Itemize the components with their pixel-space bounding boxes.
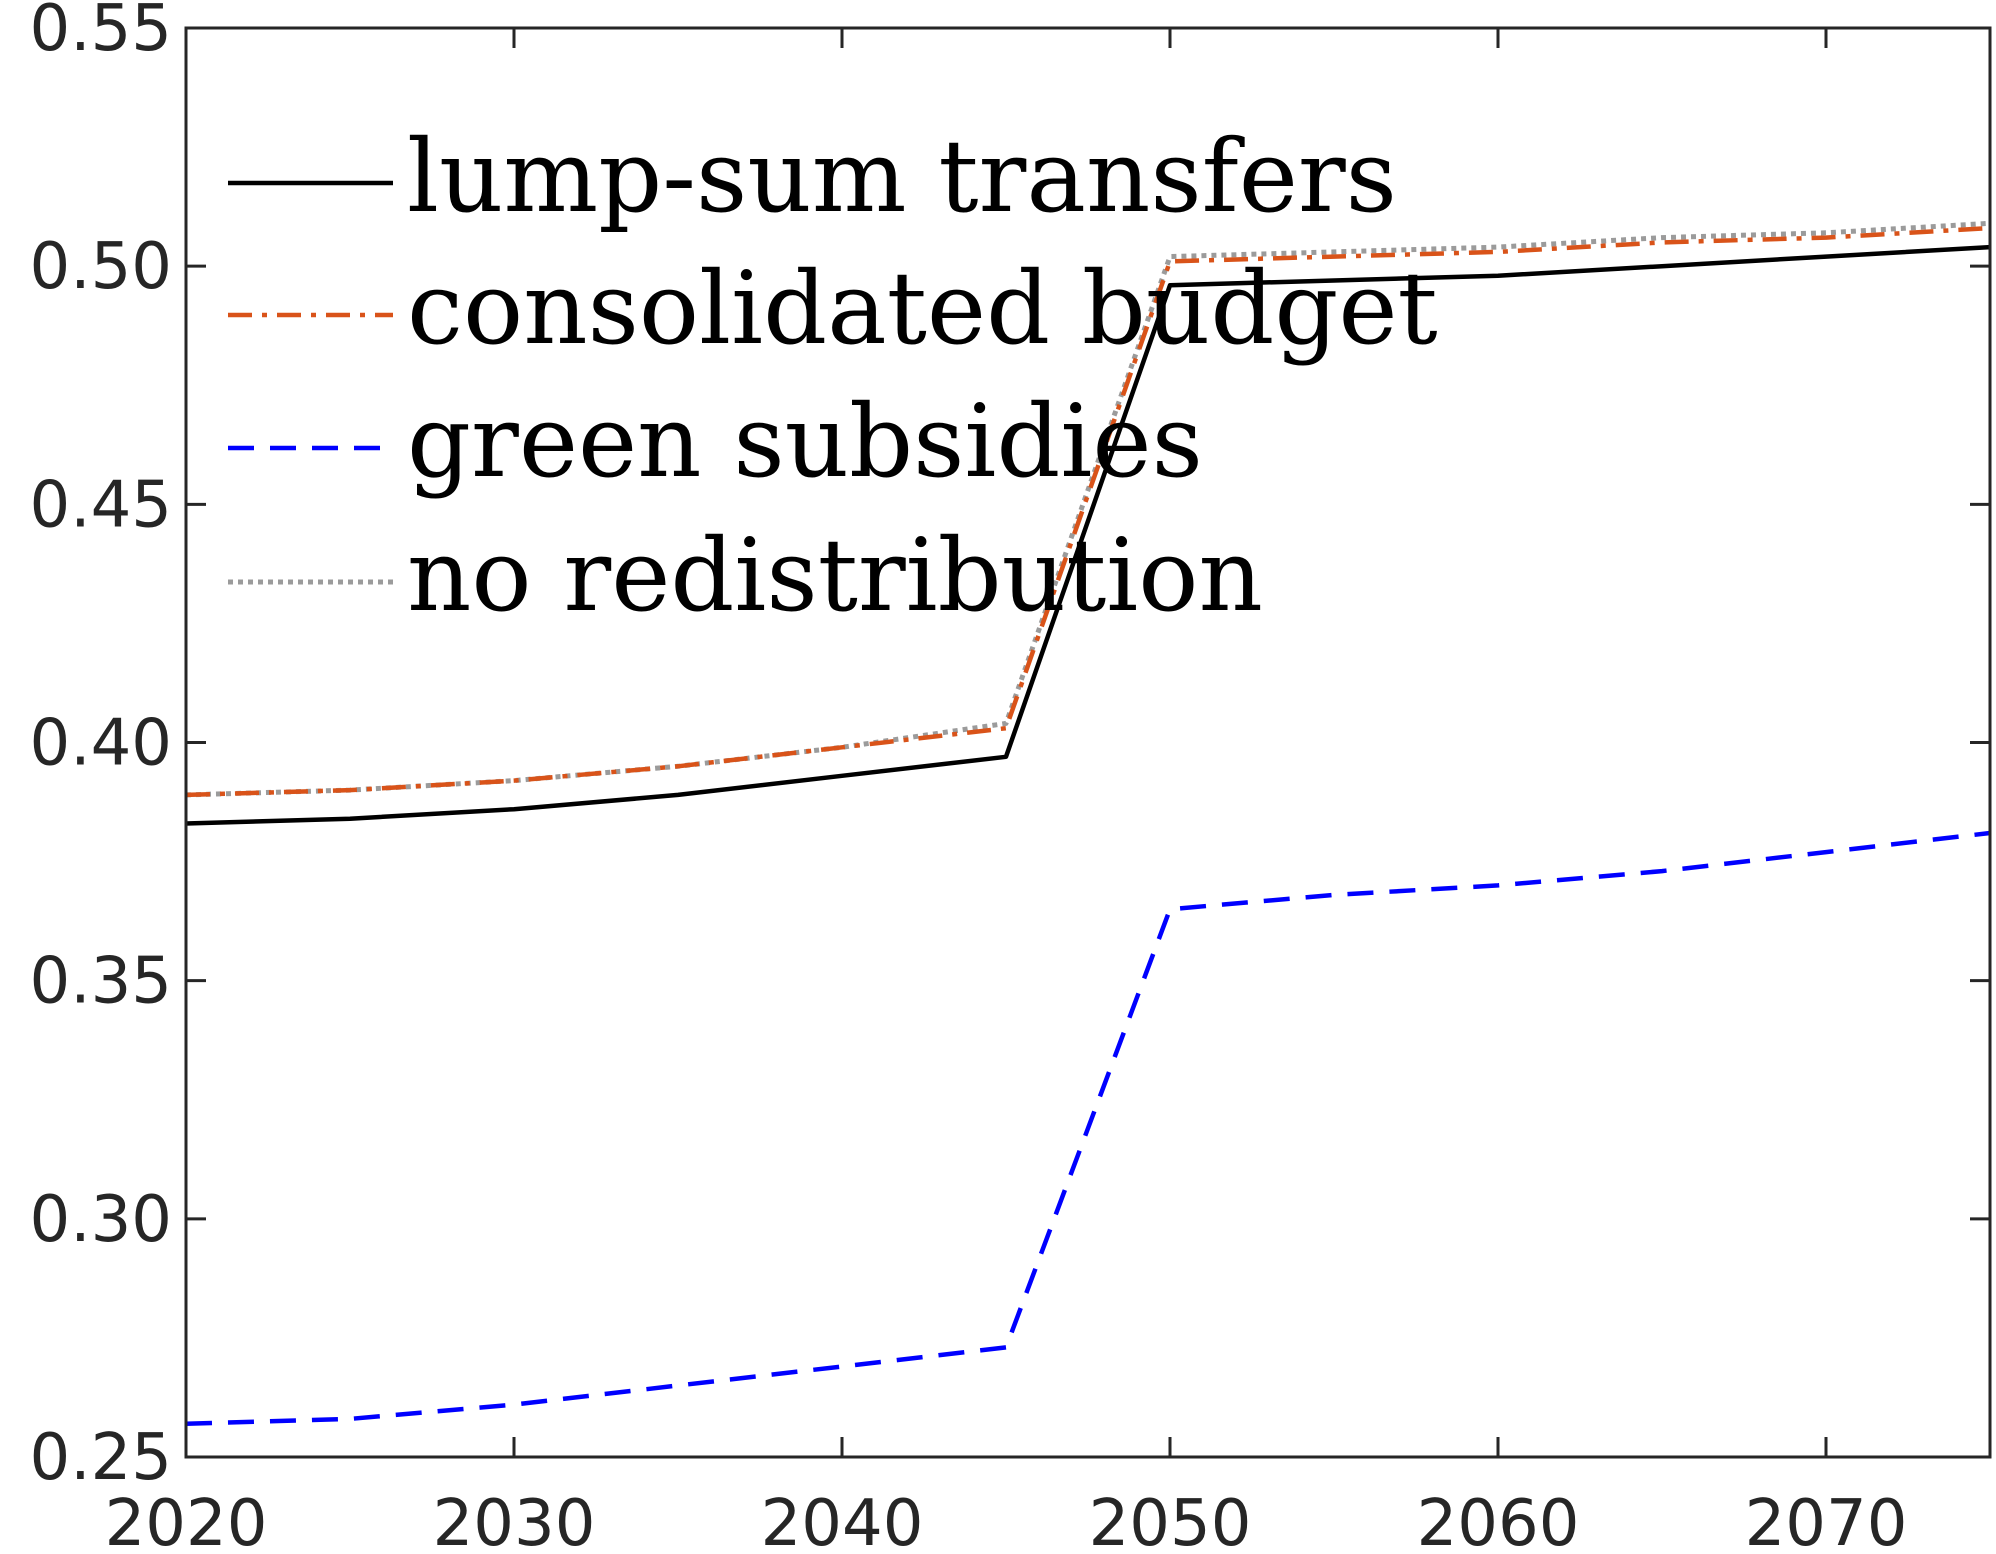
- legend-label: no redistribution: [407, 517, 1263, 634]
- y-tick-label: 0.55: [30, 0, 173, 66]
- series-line: [185, 244, 1991, 826]
- legend-label: consolidated budget: [407, 250, 1438, 367]
- x-tick-label: 2040: [761, 1487, 924, 1554]
- legend-label: green subsidies: [407, 383, 1203, 500]
- series-layer: [185, 220, 1991, 1426]
- ticks-layer: 2020 2030 2040 2050 2060 2070 0.25 0.30 0.35 0.40…: [30, 0, 1990, 1554]
- y-tick-label: 0.30: [30, 1183, 173, 1257]
- y-tick-label: 0.25: [30, 1421, 173, 1495]
- legend: lump-sum transfers consolidated budget gre…: [228, 118, 1438, 634]
- legend-label: lump-sum transfers: [407, 118, 1397, 235]
- x-tick-label: 2020: [105, 1487, 268, 1554]
- y-tick-label: 0.45: [30, 468, 173, 542]
- x-tick-label: 2070: [1745, 1487, 1908, 1554]
- x-tick-label: 2060: [1417, 1487, 1580, 1554]
- x-tick-label: 2030: [433, 1487, 596, 1554]
- series-line: [185, 830, 1991, 1426]
- y-tick-label: 0.35: [30, 945, 173, 1019]
- x-tick-label: 2050: [1089, 1487, 1252, 1554]
- y-tick-label: 0.40: [30, 707, 173, 781]
- y-tick-label: 0.50: [30, 230, 173, 304]
- series-line: [185, 225, 1991, 798]
